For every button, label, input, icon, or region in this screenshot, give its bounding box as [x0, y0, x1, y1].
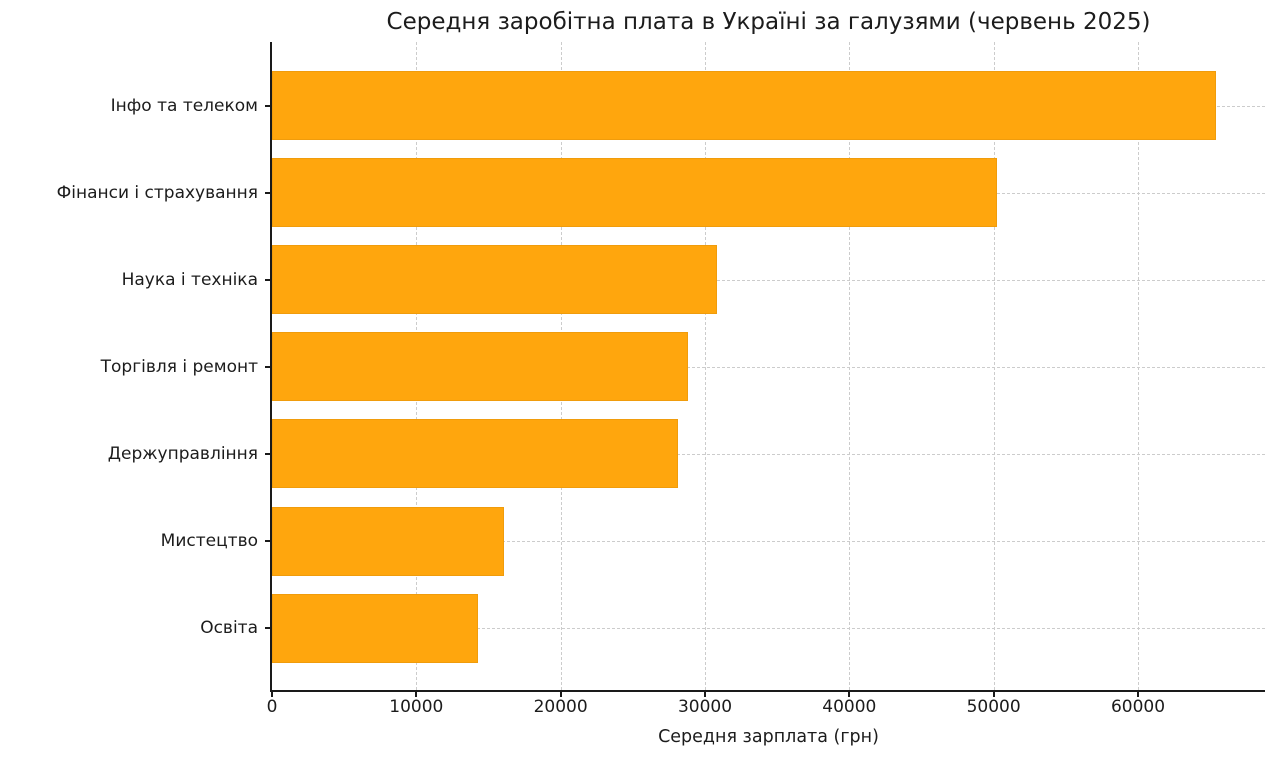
x-tick-label: 60000	[1110, 697, 1166, 717]
x-tick-mark	[1136, 690, 1139, 697]
x-tick-mark	[992, 690, 995, 697]
y-tick-mark	[265, 104, 272, 107]
x-axis-line	[270, 690, 1265, 692]
y-tick-mark	[265, 627, 272, 630]
y-category-label: Фінанси і страхування	[56, 182, 258, 203]
y-category-label: Мистецтво	[160, 531, 258, 551]
vertical-gridline	[993, 42, 995, 690]
bar-1	[272, 71, 1216, 140]
x-tick-mark	[848, 690, 851, 697]
x-tick-label: 10000	[389, 697, 444, 717]
y-category-label: Наука і техніка	[121, 269, 258, 290]
chart-title: Середня заробітна плата в Україні за гал…	[386, 9, 1151, 35]
x-tick-label: 40000	[822, 697, 877, 717]
y-tick-mark	[265, 191, 272, 194]
x-tick-label: 20000	[533, 697, 588, 717]
x-tick-mark	[415, 690, 418, 697]
horizontal-gridline	[272, 453, 1265, 455]
vertical-gridline	[1137, 42, 1139, 690]
x-tick-mark	[703, 690, 706, 697]
x-tick-mark	[271, 690, 273, 697]
bar-7	[272, 593, 479, 663]
bar-2	[272, 158, 997, 228]
y-tick-mark	[265, 365, 272, 368]
x-tick-label: 30000	[677, 697, 733, 717]
x-tick-label: 0	[266, 697, 278, 717]
plot-area	[270, 42, 1265, 692]
y-category-label: Торгівля і ремонт	[100, 356, 258, 377]
y-category-label: Держуправління	[107, 443, 258, 464]
vertical-gridline	[849, 42, 851, 690]
bar-6	[272, 506, 505, 576]
bar-3	[272, 245, 717, 315]
x-tick-label: 50000	[966, 697, 1021, 717]
bar-5	[272, 419, 678, 489]
y-category-label: Освіта	[200, 618, 258, 639]
y-category-label: Інфо та телеком	[110, 95, 258, 116]
horizontal-gridline	[272, 366, 1265, 368]
y-tick-mark	[265, 452, 272, 455]
y-axis-line	[270, 42, 272, 692]
x-axis-title: Середня зарплата (грн)	[658, 727, 879, 747]
vertical-gridline	[704, 42, 706, 690]
y-tick-mark	[265, 278, 272, 281]
horizontal-gridline	[272, 279, 1265, 281]
bar-4	[272, 332, 688, 402]
horizontal-gridline	[272, 541, 1265, 542]
y-tick-mark	[265, 540, 272, 542]
x-tick-mark	[559, 690, 562, 697]
horizontal-gridline	[272, 628, 1265, 630]
